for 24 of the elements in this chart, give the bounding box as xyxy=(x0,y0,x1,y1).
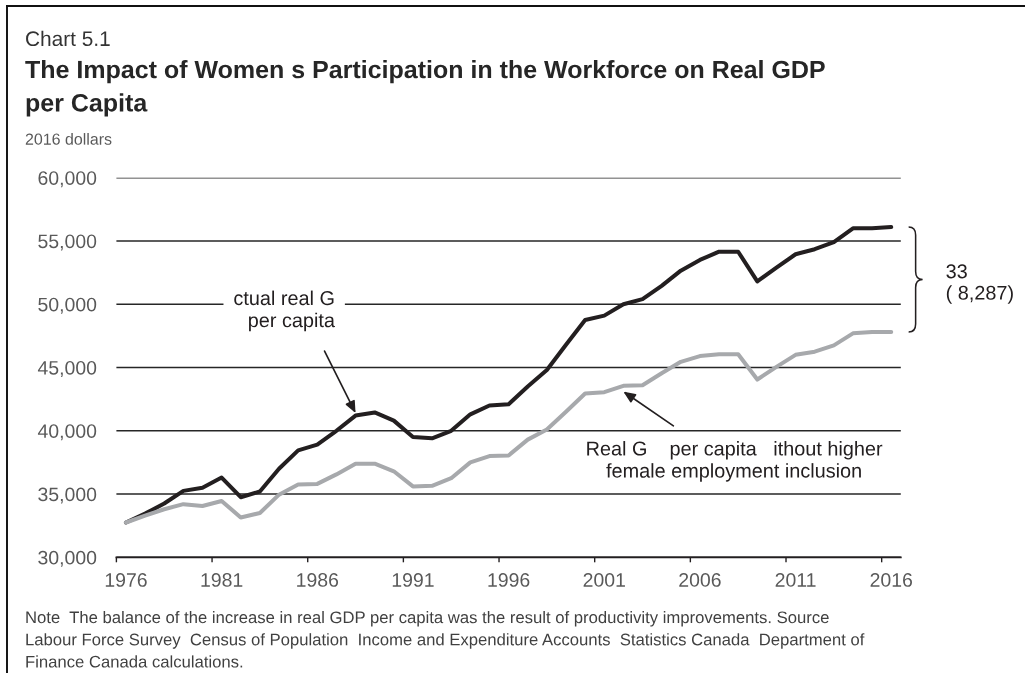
annotation: ctual real G per capita xyxy=(234,290,335,332)
x-tick-label: 1976 xyxy=(105,573,147,587)
x-tick-label: 2016 xyxy=(870,573,913,587)
chart-title: The Impact of Women s Participation in the Workforce on Real GDP per Capita xyxy=(25,60,825,117)
x-tick-label: 2001 xyxy=(583,573,625,587)
x-tick-label: 2006 xyxy=(679,573,721,587)
x-tick-label: 2011 xyxy=(775,573,816,587)
y-axis-title: 2016 dollars xyxy=(25,133,112,145)
chart-subtitle: Chart 5.1 xyxy=(26,30,110,47)
y-tick-label: 35,000 xyxy=(38,487,97,504)
y-tick-label: 45,000 xyxy=(37,360,97,378)
x-tick-label: 1981 xyxy=(201,573,243,587)
y-tick-label: 40,000 xyxy=(37,424,97,441)
y-tick-label: 50,000 xyxy=(38,297,97,314)
x-tick-label: 1991 xyxy=(392,573,434,587)
y-tick-label: 55,000 xyxy=(38,234,97,251)
line-series xyxy=(123,330,894,525)
annotation: Real G per capita ithout higher female employment inclusion xyxy=(587,441,883,482)
y-tick-label: 30,000 xyxy=(38,550,97,567)
y-tick-label: 60,000 xyxy=(38,171,97,188)
x-tick-label: 1986 xyxy=(297,573,339,587)
text: 33 ( 8,287) xyxy=(946,264,1013,304)
text: Note The balance of the increase in real GDP per capita was the result of productivity improvements. Source Labour Force Survey Census of Population Income and Expenditure Accounts Statistics Canada Department of Finance Canada calculations. xyxy=(26,611,865,668)
x-tick-label: 1996 xyxy=(488,573,530,587)
